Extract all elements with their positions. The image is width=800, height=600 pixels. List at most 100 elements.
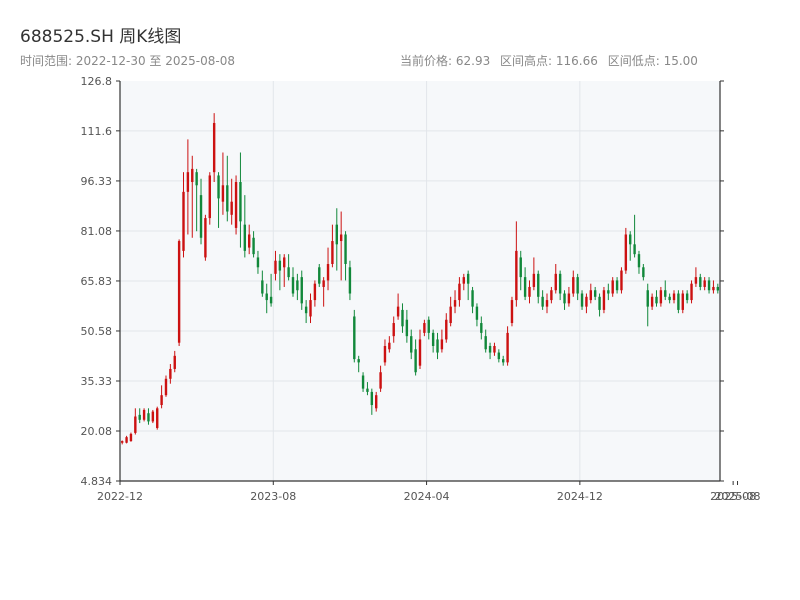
candle xyxy=(488,342,492,360)
candle-body xyxy=(243,224,247,251)
candle xyxy=(445,313,448,343)
candle-body xyxy=(226,185,229,212)
candle xyxy=(462,273,465,291)
candle-body xyxy=(502,359,505,363)
candle-body xyxy=(699,277,702,287)
candle-body xyxy=(642,267,645,278)
candle-body xyxy=(388,342,391,350)
candle xyxy=(637,250,641,274)
candle-body xyxy=(567,293,571,304)
candle xyxy=(204,214,207,261)
candle xyxy=(664,280,667,301)
candle xyxy=(318,264,321,287)
candle-body xyxy=(598,296,601,310)
candle-body xyxy=(615,280,619,291)
candle xyxy=(458,277,461,307)
candle-body xyxy=(142,409,146,420)
candle-body xyxy=(173,355,176,369)
candle xyxy=(633,214,636,258)
chart-title: 688525.SH 周K线图 xyxy=(20,27,182,47)
candle-body xyxy=(212,122,216,173)
candle xyxy=(160,385,163,409)
candle-body xyxy=(138,414,141,420)
candle-body xyxy=(313,283,317,301)
candle xyxy=(296,273,299,301)
candle xyxy=(339,211,343,281)
candle-body xyxy=(125,437,128,443)
candle xyxy=(414,339,417,376)
candle xyxy=(480,316,483,340)
candle-body xyxy=(466,273,470,284)
candle xyxy=(379,365,382,392)
candle xyxy=(401,303,404,333)
candle-body xyxy=(537,273,540,297)
candle-body xyxy=(300,277,303,304)
candle xyxy=(598,293,601,317)
candle-body xyxy=(234,182,238,228)
candle xyxy=(177,239,181,346)
candle-body xyxy=(488,345,492,353)
candle-body xyxy=(160,395,163,406)
candle-body xyxy=(515,250,518,301)
range-low: 区间低点: 15.00 xyxy=(607,54,698,68)
candle-body xyxy=(147,413,150,422)
candle xyxy=(383,339,387,366)
candle-body xyxy=(239,182,242,222)
candle xyxy=(164,375,168,397)
x-tick-label: 2024-12 xyxy=(557,490,603,503)
candle xyxy=(239,152,242,248)
candle xyxy=(475,303,479,327)
candle xyxy=(716,283,720,294)
candle xyxy=(313,280,317,307)
candle-body xyxy=(335,224,338,245)
candle-body xyxy=(414,349,417,373)
candle-body xyxy=(164,378,168,396)
candle-body xyxy=(326,264,330,281)
candle xyxy=(615,277,619,294)
candle xyxy=(129,432,133,442)
candle-body xyxy=(712,286,715,291)
candle-body xyxy=(199,195,203,238)
candle xyxy=(436,332,439,360)
candle-body xyxy=(318,267,321,284)
candle xyxy=(304,300,308,324)
candle-body xyxy=(681,293,684,310)
candle xyxy=(191,155,194,238)
candle-body xyxy=(633,244,636,255)
candle xyxy=(199,178,203,245)
candle-body xyxy=(195,172,198,186)
candle xyxy=(611,277,614,297)
candle-body xyxy=(331,241,334,265)
candle xyxy=(515,221,518,307)
candle-body xyxy=(528,286,531,297)
candle-body xyxy=(252,237,255,255)
candle xyxy=(703,277,706,291)
candle-body xyxy=(650,296,654,307)
candle-body xyxy=(445,319,448,340)
candle xyxy=(230,178,233,225)
candle xyxy=(427,316,430,340)
candle xyxy=(195,168,198,232)
candle xyxy=(690,280,693,304)
candle xyxy=(120,440,124,445)
candle-body xyxy=(532,273,536,287)
candle-body xyxy=(151,411,155,422)
candle-body xyxy=(580,293,584,307)
candle xyxy=(410,329,413,360)
candle xyxy=(528,280,531,304)
candle-body xyxy=(497,352,501,360)
candle xyxy=(484,329,487,353)
candle-body xyxy=(602,290,606,310)
time-range-label: 时间范围: 2022-12-30 至 2025-08-08 xyxy=(20,54,235,68)
candle-body xyxy=(655,296,658,304)
candle xyxy=(624,227,628,274)
candle xyxy=(252,231,255,258)
candle xyxy=(699,273,702,291)
candle xyxy=(335,208,338,271)
candle-body xyxy=(707,280,711,291)
candle xyxy=(291,267,295,297)
candle xyxy=(147,408,150,425)
candle-body xyxy=(716,286,720,291)
candle xyxy=(589,283,593,304)
candle-body xyxy=(283,257,286,268)
